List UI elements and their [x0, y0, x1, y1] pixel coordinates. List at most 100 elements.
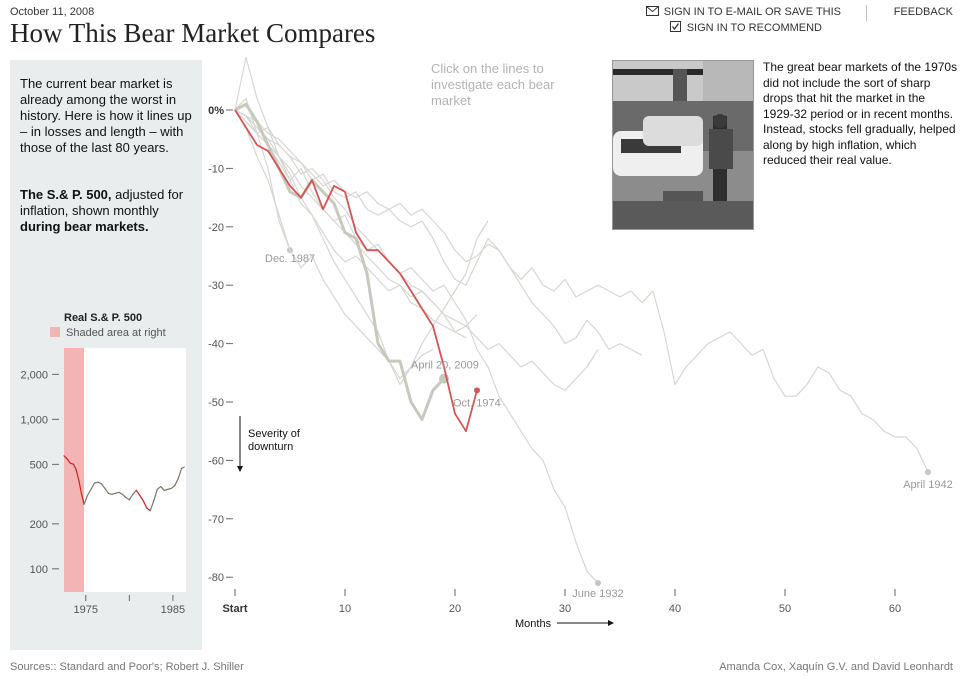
x-tick-label: 50 [779, 603, 791, 615]
mini-y-tick-label: 2,000 [20, 369, 48, 381]
mini-series-segment [153, 488, 158, 502]
mini-series-segment [118, 491, 123, 495]
x-tick-label: 10 [339, 603, 351, 615]
subintro-bold-2: during bear markets. [20, 219, 149, 234]
mini-series-segment [83, 494, 89, 505]
mini-series-segment [167, 487, 172, 490]
mini-series-segment [63, 455, 69, 460]
click-hint: Click on the lines to investigate each b… [431, 61, 555, 108]
x-tick-label: 40 [669, 603, 681, 615]
mini-series-segment [177, 467, 183, 480]
signin-email-button[interactable]: SIGN IN TO E-MAIL OR SAVE THIS [645, 6, 841, 18]
mini-plot-background [64, 348, 186, 592]
series-end-marker[interactable] [925, 469, 931, 476]
mini-series-segment [170, 485, 176, 490]
mini-series-segment [125, 496, 130, 501]
series-end-marker[interactable] [474, 387, 480, 394]
main-plot-area: 0% -10 -20 -30 -40 -50 -60 -70 -80 Start 10 20 30 40 5… [208, 56, 953, 615]
mini-series-segment [114, 491, 120, 494]
mini-series-segment [174, 478, 179, 487]
series-end-label: Oct. 1974 [453, 397, 501, 409]
mini-series-segment [135, 489, 141, 496]
toolbar-divider [866, 5, 867, 21]
y-tick-label: -40 [208, 339, 224, 351]
x-tick-label: 30 [559, 603, 571, 615]
signin-recommend-button[interactable]: SIGN IN TO RECOMMEND [669, 21, 822, 34]
signin-email-label: SIGN IN TO E-MAIL OR SAVE THIS [663, 6, 841, 18]
series-line-bear-market-e[interactable] [234, 56, 467, 339]
credits-note: Amanda Cox, Xaquín G.V. and David Leonha… [719, 661, 953, 673]
feedback-link[interactable]: FEEDBACK [893, 6, 953, 18]
mini-series-segment [72, 463, 77, 471]
x-tick-label: 60 [889, 603, 901, 615]
mini-series-segment [149, 500, 155, 512]
subintro-bold-1: The S.& P. 500, [20, 187, 112, 202]
y-tick-label: -30 [208, 280, 224, 292]
subintro-text: The S.& P. 500, adjusted for inflation, … [20, 187, 192, 235]
y-tick-label: -10 [208, 163, 224, 175]
y-axis-arrowhead [237, 466, 243, 472]
mini-shaded-range [64, 348, 85, 592]
mini-series-segment [163, 488, 169, 491]
signin-recommend-label: SIGN IN TO RECOMMEND [686, 22, 822, 34]
x-axis-arrowhead [608, 620, 614, 626]
mini-series-segment [111, 492, 117, 495]
series-end-label: June 1932 [572, 588, 623, 600]
y-tick-label: -80 [208, 572, 224, 584]
series-line-bear-market-a[interactable] [234, 109, 643, 356]
envelope-icon [645, 6, 659, 16]
mini-series-segment [160, 485, 165, 491]
mini-plot-area: 2,000 1,000 500 200 100 1975 1985 [20, 348, 186, 616]
mini-series-segment [86, 488, 92, 496]
mini-x-tick-label: 1985 [161, 604, 185, 616]
mini-series-segment [104, 487, 110, 494]
mini-series-segment [66, 458, 71, 464]
mini-series-segment [181, 466, 185, 469]
series-line-bear-market-d[interactable] [234, 109, 489, 386]
photo-caption: The great bear markets of the 1970s did … [763, 60, 958, 167]
series-end-label: April 1942 [903, 479, 953, 491]
sources-note: Sources:: Standard and Poor's; Robert J.… [10, 661, 244, 673]
mini-series-segment [156, 485, 162, 490]
series-line-bear-market-f[interactable] [234, 109, 478, 327]
checkbox-icon [669, 21, 681, 32]
mini-chart: Real S.& P. 500 Shaded area at right 2,0… [20, 312, 186, 616]
mini-series-segment [100, 483, 106, 490]
photo[interactable] [612, 60, 754, 230]
series-end-marker[interactable] [595, 580, 601, 587]
series-line-april-20-2009[interactable] [234, 102, 446, 421]
mini-legend-label: Shaded area at right [66, 327, 166, 339]
subintro-plain: adjusted for inflation, shown monthly [20, 187, 184, 218]
mini-y-tick-label: 500 [30, 459, 48, 471]
x-tick-label: 20 [449, 603, 461, 615]
series-end-label: Dec. 1987 [265, 253, 315, 265]
y-tick-label: -60 [208, 455, 224, 467]
mini-y-tick-label: 200 [30, 519, 48, 531]
mini-x-tick-label: 1975 [74, 604, 98, 616]
series-line-june-1932[interactable] [234, 109, 599, 584]
mini-series-segment [121, 493, 127, 499]
mini-y-tick-label: 100 [30, 564, 48, 576]
x-axis-label: Months [515, 618, 552, 630]
series-line-bear-market-c[interactable] [234, 109, 434, 380]
y-tick-label: -70 [208, 514, 224, 526]
y-axis-label: Severity of downturn [248, 428, 303, 453]
mini-series-segment [90, 482, 96, 490]
mini-series-segment [75, 469, 80, 482]
y-tick-label: 0% [208, 105, 224, 117]
intro-text: The current bear market is already among… [20, 76, 192, 155]
series-line-bear-market-b[interactable] [234, 109, 599, 391]
y-tick-label: -50 [208, 397, 224, 409]
mini-series-segment [142, 500, 148, 509]
mini-series-segment [78, 479, 83, 494]
mini-legend-swatch [50, 327, 60, 337]
mini-series-segment [132, 489, 137, 495]
mini-series-segment [128, 493, 134, 501]
dateline: October 11, 2008 [10, 6, 95, 18]
series-line-dec-1987[interactable] [234, 97, 291, 251]
series-line-oct-1974[interactable] [234, 109, 478, 433]
mini-y-tick-label: 1,000 [20, 414, 48, 426]
mini-series-segment [146, 507, 151, 512]
mini-series-segment [107, 492, 113, 495]
